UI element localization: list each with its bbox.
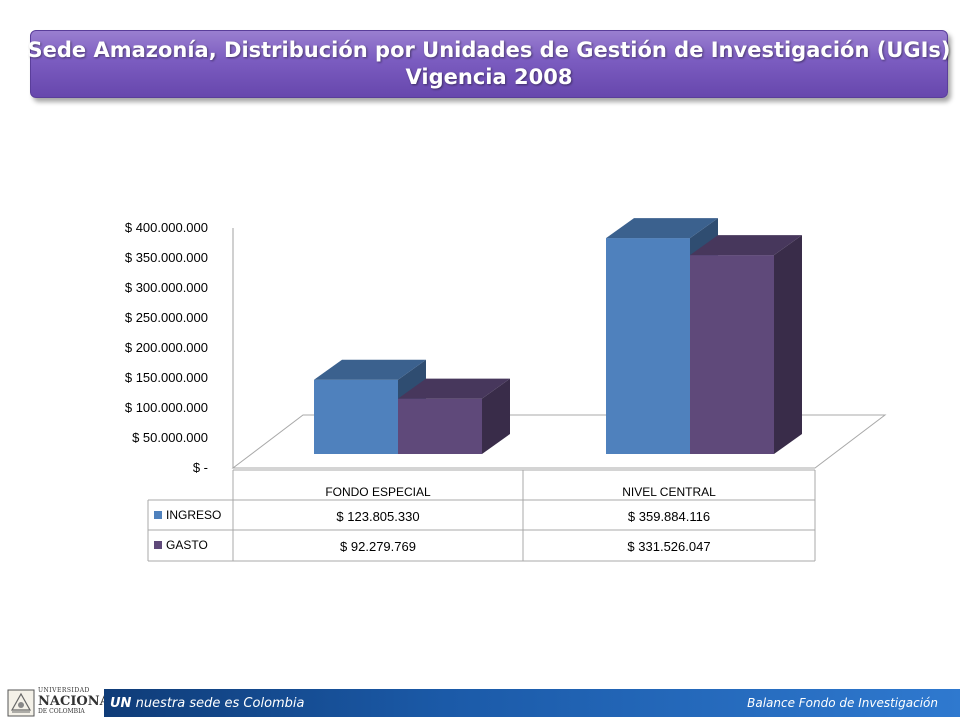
- bar-top-ingreso-0: [314, 359, 426, 380]
- footer-bar: [104, 689, 960, 717]
- category-label: FONDO ESPECIAL: [325, 485, 431, 499]
- y-tick-label: $ 250.000.000: [125, 310, 208, 325]
- shield-icon: [7, 689, 35, 717]
- page-title: Sede Amazonía, Distribución por Unidades…: [27, 38, 951, 62]
- bar-top-gasto-0: [398, 378, 510, 399]
- legend-swatch: [154, 511, 162, 519]
- logo-line-3: DE COLOMBIA: [38, 708, 85, 715]
- university-logo: UNIVERSIDAD NACIONAL DE COLOMBIA: [4, 686, 119, 720]
- bar-chart: $ - $ 50.000.000 $ 100.000.000 $ 150.000.00…: [125, 218, 887, 562]
- footer-tagline-text: nuestra sede es Colombia: [135, 696, 305, 711]
- legend-swatch: [154, 541, 162, 549]
- logo-text: UNIVERSIDAD NACIONAL DE COLOMBIA: [38, 688, 119, 715]
- footer-right-text: Balance Fondo de Investigación: [747, 696, 938, 710]
- bar-side-gasto-0: [482, 378, 510, 454]
- page-subtitle: Vigencia 2008: [405, 65, 573, 89]
- bar-top-gasto-1: [690, 235, 802, 256]
- data-label: $ 123.805.330: [336, 509, 419, 524]
- data-label: $ 331.526.047: [627, 539, 710, 554]
- footer-brand: UN: [110, 696, 132, 711]
- bar-ingreso-1: [606, 238, 690, 454]
- y-tick-label: $ 350.000.000: [125, 250, 208, 265]
- y-tick-label: $ -: [193, 460, 208, 475]
- legend-label: INGRESO: [166, 508, 221, 522]
- y-tick-label: $ 100.000.000: [125, 400, 208, 415]
- bar-gasto-0: [398, 398, 482, 454]
- y-tick-label: $ 150.000.000: [125, 370, 208, 385]
- bar-gasto-1: [690, 255, 774, 454]
- logo-line-1: UNIVERSIDAD: [38, 687, 90, 694]
- category-label: NIVEL CENTRAL: [622, 485, 716, 499]
- footer: UNIVERSIDAD NACIONAL DE COLOMBIA UN nues…: [0, 686, 960, 720]
- data-label: $ 359.884.116: [628, 509, 710, 524]
- title-banner: Sede Amazonía, Distribución por Unidades…: [27, 30, 951, 98]
- data-label: $ 92.279.769: [340, 539, 416, 554]
- bar-side-gasto-1: [774, 235, 802, 454]
- bar-top-ingreso-1: [606, 218, 718, 239]
- y-tick-label: $ 200.000.000: [125, 340, 208, 355]
- logo-line-2: NACIONAL: [38, 694, 119, 709]
- bar-ingreso-0: [314, 379, 398, 454]
- footer-tagline: UN nuestra sede es Colombia: [110, 696, 305, 711]
- y-tick-label: $ 50.000.000: [132, 430, 208, 445]
- legend-label: GASTO: [166, 538, 208, 552]
- y-tick-label: $ 300.000.000: [125, 280, 208, 295]
- y-tick-label: $ 400.000.000: [125, 220, 208, 235]
